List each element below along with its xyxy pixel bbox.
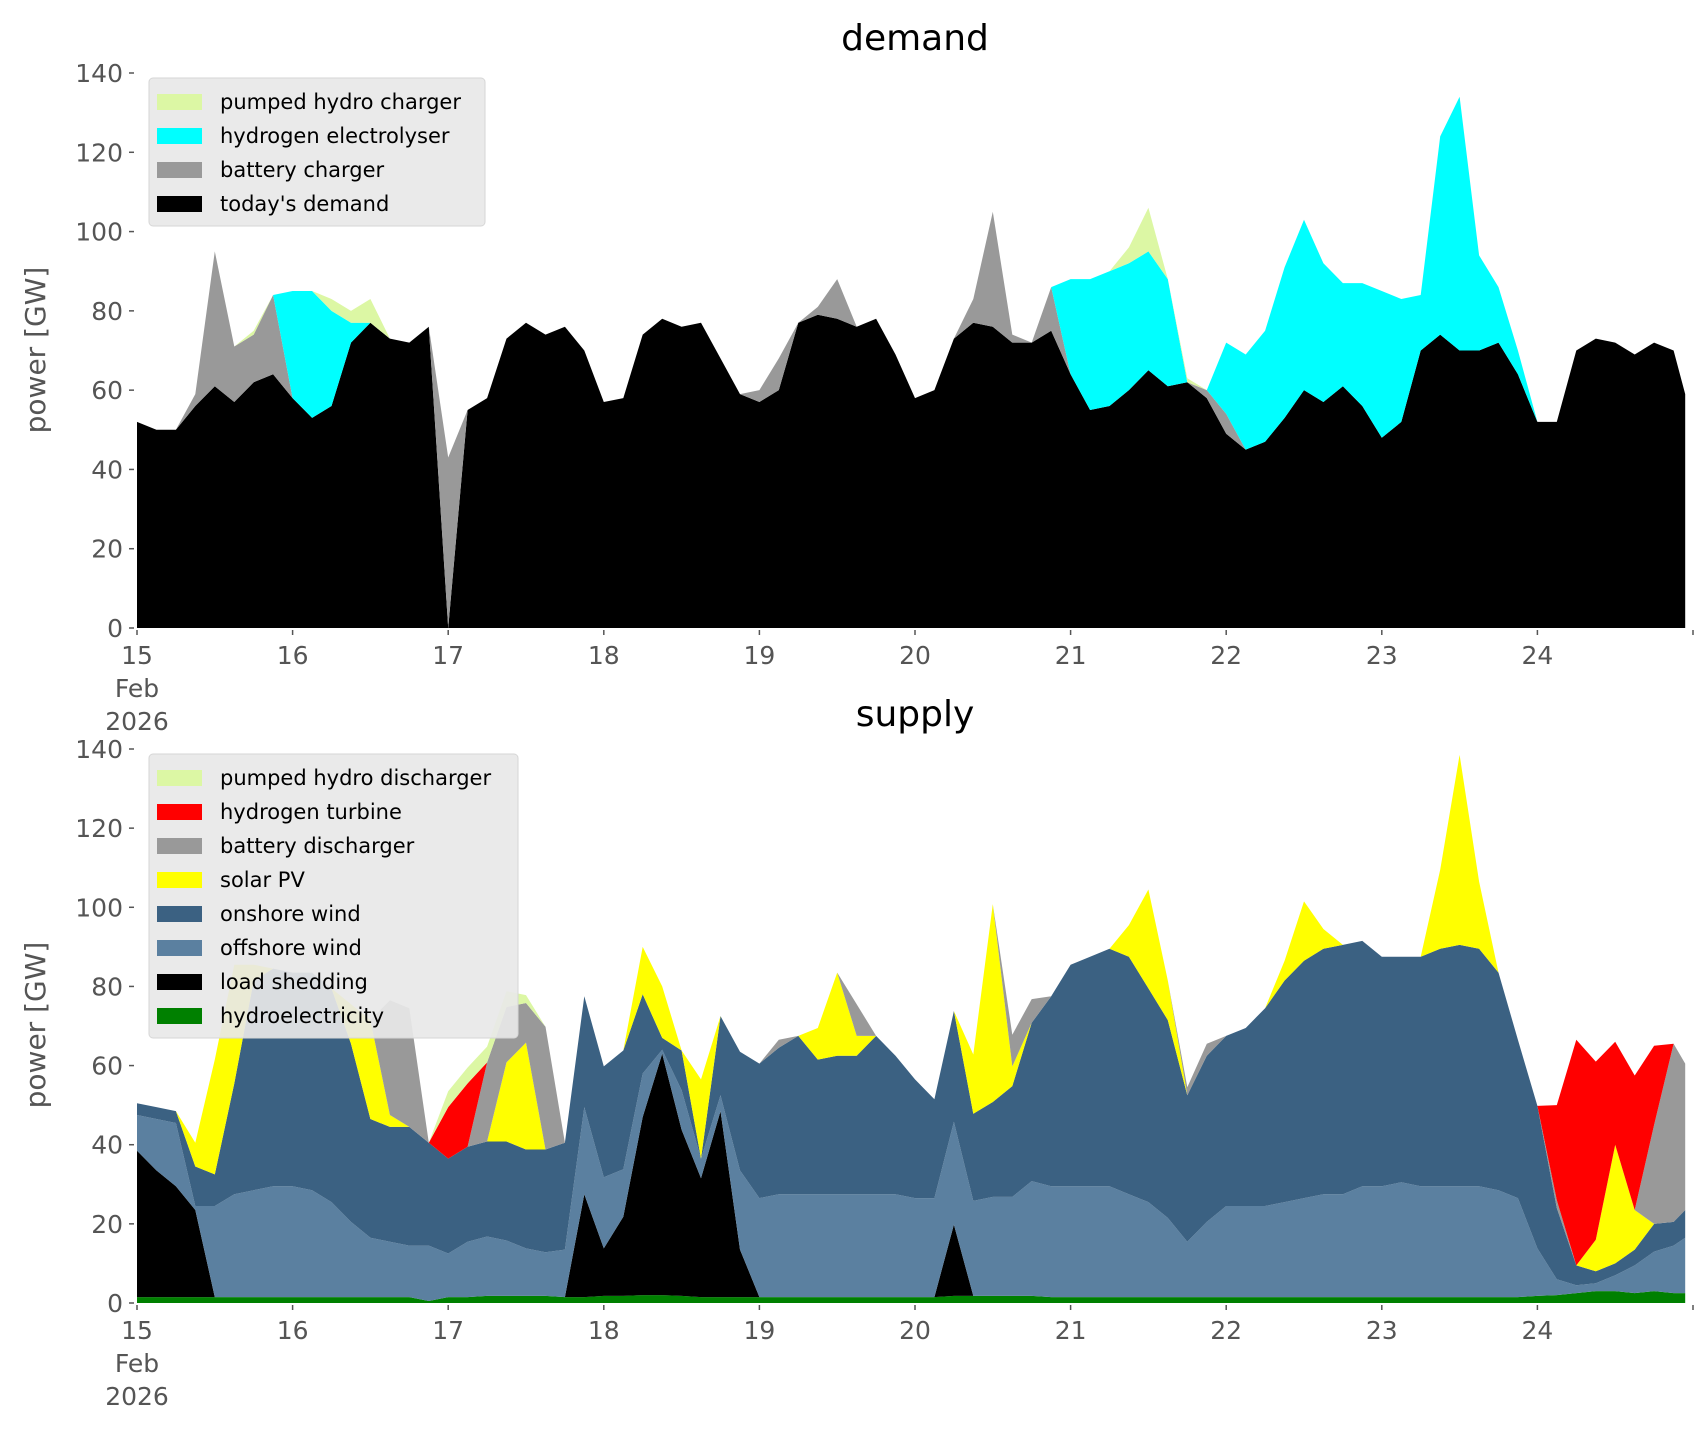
x-tick-label: 21 xyxy=(1055,1316,1087,1345)
supply-areas xyxy=(137,754,1686,1303)
legend-swatch-pumped-hydro-discharger xyxy=(157,770,202,786)
demand-y-label: power [GW] xyxy=(19,267,52,434)
x-tick-label: 23 xyxy=(1366,1316,1398,1345)
x-tick-label: 20 xyxy=(899,1316,931,1345)
y-tick-label: 100 xyxy=(75,893,123,922)
legend-swatch-battery-discharger xyxy=(157,838,202,854)
legend-label-onshore-wind: onshore wind xyxy=(220,902,361,926)
legend-label-battery-charger: battery charger xyxy=(220,158,385,182)
legend-label-offshore-wind: offshore wind xyxy=(220,936,362,960)
x-tick-label: 2026 xyxy=(105,707,169,736)
legend-label-hydroelectricity: hydroelectricity xyxy=(220,1004,384,1028)
legend-label-today-s-demand: today's demand xyxy=(220,192,389,216)
legend-label-battery-discharger: battery discharger xyxy=(220,834,415,858)
y-tick-label: 120 xyxy=(75,814,123,843)
legend-label-load-shedding: load shedding xyxy=(220,970,368,994)
legend-swatch-hydrogen-turbine xyxy=(157,804,202,820)
x-tick-label: 24 xyxy=(1521,641,1553,670)
y-tick-label: 0 xyxy=(107,614,123,643)
x-tick-label: 20 xyxy=(899,641,931,670)
supply-x-axis: 15 Feb 2026 16 17 18 19 20 21 22 23 24 xyxy=(105,1303,1694,1411)
legend-swatch-hydroelectricity xyxy=(157,1008,202,1024)
x-tick-label: 17 xyxy=(432,641,464,670)
legend-box xyxy=(148,753,519,1039)
x-tick-label: 19 xyxy=(743,1316,775,1345)
x-tick-label: 16 xyxy=(277,641,309,670)
legend-swatch-solar-pv xyxy=(157,872,202,888)
y-tick-label: 60 xyxy=(91,376,123,405)
x-tick-label: 21 xyxy=(1055,641,1087,670)
supply-y-label: power [GW] xyxy=(19,942,52,1109)
demand-title: demand xyxy=(841,18,989,59)
y-tick-label: 0 xyxy=(107,1289,123,1318)
y-tick-label: 20 xyxy=(91,535,123,564)
x-tick-label: 22 xyxy=(1210,641,1242,670)
demand-y-axis: 0 20 40 60 80 100 120 140 xyxy=(75,59,134,643)
x-tick-label: 24 xyxy=(1521,1316,1553,1345)
x-tick-label: Feb xyxy=(115,674,159,703)
legend-label-hydrogen-electrolyser: hydrogen electrolyser xyxy=(220,124,450,148)
x-tick-label: 2026 xyxy=(105,1382,169,1411)
legend-swatch-offshore-wind xyxy=(157,940,202,956)
supply-legend: pumped hydro discharger hydrogen turbine b… xyxy=(148,753,519,1039)
area-onshore-wind xyxy=(137,940,1686,1286)
y-tick-label: 60 xyxy=(91,1052,123,1081)
supply-title: supply xyxy=(856,694,975,735)
x-tick-label: 23 xyxy=(1366,641,1398,670)
area-solar-pv xyxy=(137,754,1686,1272)
legend-swatch-onshore-wind xyxy=(157,906,202,922)
legend-swatch-pumped-hydro-charger xyxy=(157,94,202,110)
legend-swatch-today-s-demand xyxy=(157,196,202,212)
x-tick-label: 15 xyxy=(121,1316,153,1345)
legend-label-pumped-hydro-discharger: pumped hydro discharger xyxy=(220,766,491,790)
demand-legend: pumped hydro charger hydrogen electrolyse… xyxy=(148,77,486,227)
y-tick-label: 120 xyxy=(75,138,123,167)
x-tick-label: Feb xyxy=(115,1349,159,1378)
x-tick-label: 15 xyxy=(121,641,153,670)
supply-y-axis: 0 20 40 60 80 100 120 140 xyxy=(75,735,134,1318)
x-tick-label: 16 xyxy=(277,1316,309,1345)
y-tick-label: 80 xyxy=(91,972,123,1001)
legend-swatch-hydrogen-electrolyser xyxy=(157,128,202,144)
x-tick-label: 19 xyxy=(743,641,775,670)
legend-box xyxy=(148,77,486,227)
legend-label-hydrogen-turbine: hydrogen turbine xyxy=(220,800,402,824)
x-tick-label: 17 xyxy=(432,1316,464,1345)
legend-swatch-load-shedding xyxy=(157,974,202,990)
area-hydrogen-electrolyser xyxy=(137,96,1686,458)
y-tick-label: 140 xyxy=(75,59,123,88)
x-tick-label: 18 xyxy=(588,641,620,670)
demand-areas xyxy=(137,96,1686,629)
y-tick-label: 140 xyxy=(75,735,123,764)
demand-x-axis: 15 Feb 2026 16 17 18 19 20 21 22 23 24 xyxy=(105,628,1694,736)
area-today-s-demand xyxy=(137,314,1686,628)
y-tick-label: 20 xyxy=(91,1210,123,1239)
legend-label-pumped-hydro-charger: pumped hydro charger xyxy=(220,90,461,114)
y-tick-label: 80 xyxy=(91,297,123,326)
y-tick-label: 40 xyxy=(91,1131,123,1160)
area-offshore-wind xyxy=(137,1049,1686,1301)
legend-label-solar-pv: solar PV xyxy=(220,868,305,892)
legend-swatch-battery-charger xyxy=(157,162,202,178)
x-tick-label: 22 xyxy=(1210,1316,1242,1345)
y-tick-label: 100 xyxy=(75,218,123,247)
area-hydroelectricity xyxy=(137,1291,1686,1303)
y-tick-label: 40 xyxy=(91,455,123,484)
x-tick-label: 18 xyxy=(588,1316,620,1345)
